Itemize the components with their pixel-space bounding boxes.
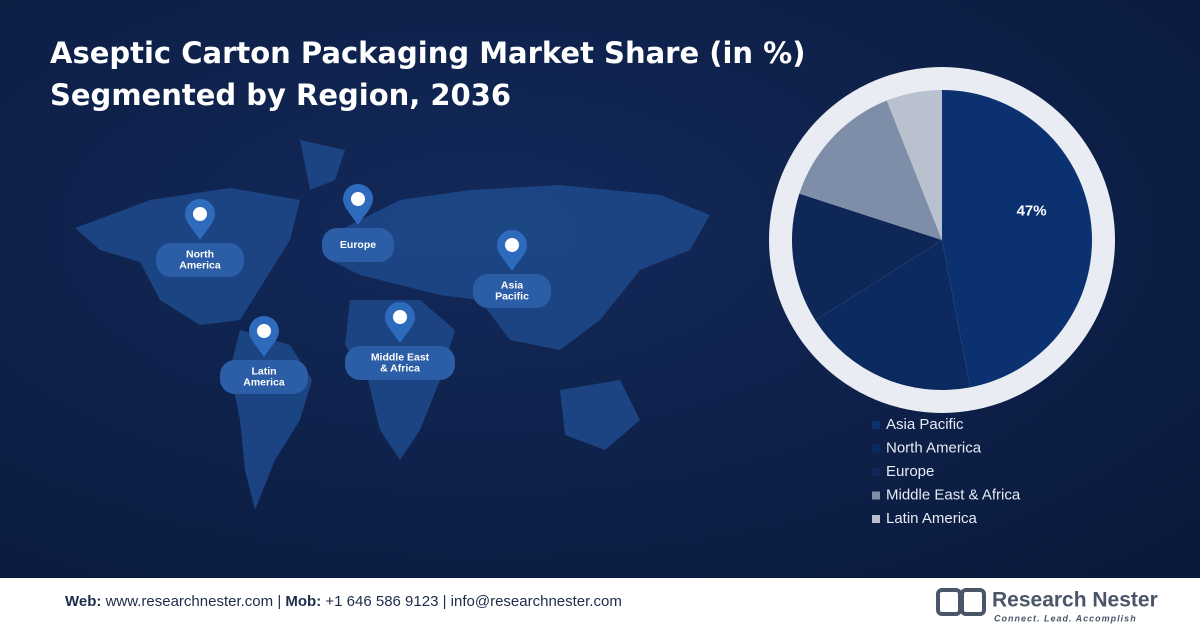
legend-label: Asia Pacific xyxy=(886,416,964,433)
logo: Research Nester Connect. Lead. Accomplis… xyxy=(936,588,1158,623)
pin-label-box xyxy=(345,346,455,380)
legend: Asia Pacific North America Europe Middle Ea… xyxy=(872,416,1021,527)
pin-label: North America xyxy=(179,248,221,271)
pie-slice xyxy=(792,193,942,321)
pin-label-line: Pacific xyxy=(495,290,529,302)
pin-label-line: North xyxy=(186,248,214,260)
pin-label-line: America xyxy=(243,376,285,388)
pin-label-box xyxy=(322,228,394,262)
pin-dot xyxy=(257,324,271,338)
pin-label: Asia Pacific xyxy=(495,279,529,302)
pin-label: Middle East & Africa xyxy=(371,351,430,374)
pin-label: Europe xyxy=(340,239,376,251)
legend-swatch xyxy=(872,515,880,523)
footer-band xyxy=(0,578,1200,628)
pin-label-line: Asia xyxy=(501,279,523,291)
legend-label: Middle East & Africa xyxy=(886,486,1021,503)
pin-label: Latin America xyxy=(243,365,285,388)
chart-subtitle: Segmented by Region, 2036 xyxy=(50,78,511,112)
pin-dot xyxy=(351,192,365,206)
pie-slice xyxy=(799,100,942,240)
footer-contact: Web: www.researchnester.com | Mob: +1 64… xyxy=(65,593,622,610)
pin-dot xyxy=(505,238,519,252)
pin-dot xyxy=(393,310,407,324)
pin-label-box xyxy=(156,243,244,277)
footer-email: info@researchnester.com xyxy=(451,593,622,610)
pin-label-box xyxy=(473,274,551,308)
logo-tagline: Connect. Lead. Accomplish xyxy=(994,613,1137,623)
legend-label: Europe xyxy=(886,463,934,480)
pin-label-line: Europe xyxy=(340,239,376,251)
pie-slice xyxy=(886,90,942,240)
footer-web: www.researchnester.com xyxy=(105,593,274,610)
data-label: 47% xyxy=(1017,202,1047,219)
chart-title: Aseptic Carton Packaging Market Share (i… xyxy=(50,36,805,70)
pin-label-line: & Africa xyxy=(380,362,420,374)
legend-swatch xyxy=(872,444,880,453)
legend-swatch xyxy=(872,491,880,500)
pin-label-line: Latin xyxy=(251,365,276,377)
legend-swatch xyxy=(872,468,880,476)
legend-swatch xyxy=(872,421,880,429)
pin-dot xyxy=(193,207,207,221)
pin-label-box xyxy=(220,360,308,394)
legend-label: North America xyxy=(886,439,982,456)
pie: 47% xyxy=(792,90,1093,390)
pin-label-line: America xyxy=(179,259,221,271)
footer-label: Mob: xyxy=(285,593,321,610)
footer-phone: +1 646 586 9123 xyxy=(325,593,438,610)
legend-label: Latin America xyxy=(886,510,978,527)
pie-slice xyxy=(815,240,971,390)
footer-separator: | xyxy=(443,593,447,610)
pie-slice xyxy=(942,90,1093,388)
pin-label-line: Middle East xyxy=(371,351,430,363)
footer-label: Web: xyxy=(65,593,101,610)
logo-name: Research Nester xyxy=(992,589,1158,612)
footer-separator: | xyxy=(277,593,281,610)
